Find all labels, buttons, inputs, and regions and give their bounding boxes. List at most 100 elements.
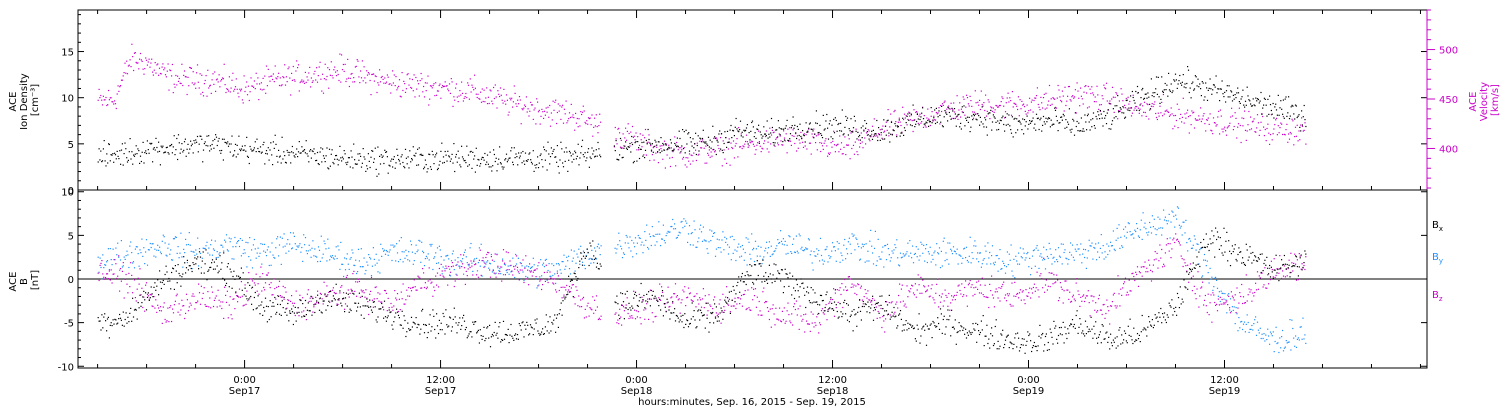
velocity-point: [249, 91, 251, 93]
velocity-point: [1162, 115, 1164, 117]
density-point: [1197, 78, 1199, 80]
bz-point: [761, 314, 763, 316]
density-point: [946, 113, 948, 115]
density-point: [676, 137, 678, 139]
by-point: [1087, 250, 1089, 252]
velocity-point: [477, 93, 479, 95]
by-point: [339, 268, 341, 270]
velocity-point: [1097, 94, 1099, 96]
by-point: [502, 274, 505, 276]
velocity-point: [582, 105, 584, 107]
by-point: [1187, 250, 1189, 252]
velocity-point: [1080, 87, 1082, 89]
velocity-point: [1163, 113, 1165, 115]
density-point: [225, 142, 227, 144]
bz-point: [169, 306, 171, 309]
bz-point: [203, 287, 205, 289]
velocity-point: [653, 159, 655, 161]
density-point: [633, 160, 635, 163]
velocity-point: [289, 77, 291, 79]
by-point: [264, 251, 267, 253]
density-point: [714, 137, 716, 139]
density-point: [882, 138, 884, 140]
by-point: [211, 254, 214, 256]
velocity-point: [792, 129, 794, 131]
by-point: [1112, 230, 1114, 232]
density-point: [1253, 104, 1255, 106]
by-point: [417, 249, 419, 251]
by-point: [700, 224, 702, 226]
by-point: [1080, 243, 1082, 245]
density-point: [1177, 83, 1179, 85]
bz-point: [570, 287, 572, 289]
density-point: [905, 122, 907, 124]
by-point: [459, 265, 461, 267]
velocity-point: [432, 84, 434, 87]
bz-point: [588, 315, 590, 317]
velocity-point: [1031, 99, 1033, 101]
density-point: [992, 114, 994, 116]
density-point: [985, 126, 988, 128]
velocity-point: [1165, 110, 1167, 112]
velocity-point: [688, 153, 691, 155]
bz-point: [661, 291, 664, 293]
density-point: [334, 158, 336, 160]
by-point: [932, 258, 934, 260]
density-point: [740, 135, 742, 137]
by-point: [1207, 272, 1209, 274]
bz-point: [417, 275, 419, 277]
velocity-point: [189, 66, 191, 69]
bz-point: [318, 298, 321, 300]
bz-point: [208, 306, 210, 308]
velocity-point: [619, 132, 621, 134]
by-point: [156, 249, 158, 251]
bz-point: [151, 305, 153, 307]
velocity-point: [1064, 86, 1066, 88]
velocity-point: [868, 130, 870, 132]
by-point: [332, 257, 334, 259]
bz-point: [188, 306, 190, 308]
density-point: [1129, 109, 1131, 112]
density-point: [209, 145, 211, 147]
bz-point: [435, 275, 437, 277]
velocity-point: [162, 63, 164, 65]
density-point: [759, 131, 761, 133]
by-point: [593, 262, 595, 264]
by-point: [1246, 314, 1248, 316]
by-point: [646, 224, 648, 226]
by-point: [1167, 220, 1169, 222]
by-point: [946, 258, 948, 261]
density-point: [1217, 88, 1219, 90]
by-point: [745, 237, 747, 239]
velocity-point: [789, 140, 792, 142]
bz-point: [346, 274, 348, 277]
velocity-point: [974, 90, 976, 92]
by-point: [908, 255, 910, 257]
density-point: [708, 146, 710, 148]
velocity-point: [796, 150, 798, 152]
density-point: [825, 120, 827, 122]
velocity-point: [1004, 117, 1006, 119]
velocity-point: [1288, 133, 1290, 135]
by-point: [1090, 245, 1092, 247]
density-point: [872, 129, 874, 131]
bz-point: [630, 317, 632, 319]
velocity-point: [545, 107, 547, 109]
bz-point: [553, 283, 555, 285]
velocity-point: [928, 119, 931, 121]
density-point: [214, 138, 216, 140]
by-point: [1033, 249, 1035, 251]
by-point: [1203, 259, 1205, 261]
density-point: [1219, 88, 1221, 90]
by-point: [862, 245, 864, 248]
by-point: [731, 235, 733, 237]
by-point: [632, 256, 634, 258]
density-point: [1193, 88, 1196, 90]
by-point: [418, 239, 420, 241]
velocity-point: [315, 79, 317, 81]
by-point: [940, 250, 942, 252]
density-point: [732, 129, 734, 132]
by-point: [802, 249, 804, 251]
by-point: [222, 246, 224, 248]
by-point: [1269, 331, 1272, 333]
